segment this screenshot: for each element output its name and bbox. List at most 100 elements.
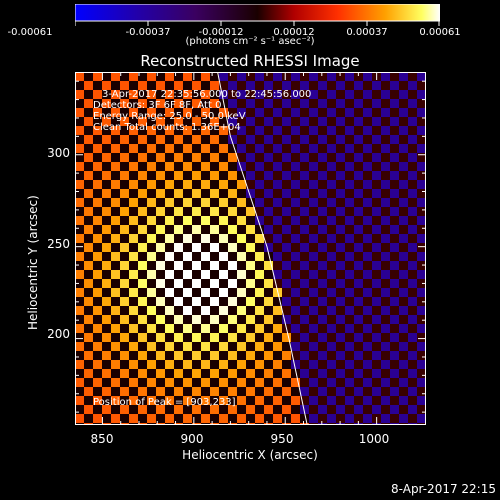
- heatmap-cell: [372, 369, 382, 379]
- heatmap-cell: [129, 279, 139, 289]
- heatmap-cell: [264, 180, 274, 190]
- heatmap-cell: [327, 117, 337, 127]
- heatmap-cell: [156, 369, 166, 379]
- heatmap-cell: [129, 306, 139, 316]
- heatmap-cell: [336, 90, 346, 100]
- heatmap-cell: [129, 243, 139, 253]
- heatmap-cell: [345, 414, 355, 424]
- heatmap-cell: [282, 81, 292, 91]
- heatmap-cell: [363, 261, 373, 271]
- heatmap-cell: [399, 171, 409, 181]
- heatmap-cell: [93, 378, 103, 388]
- heatmap-cell: [291, 162, 301, 172]
- heatmap-cell: [408, 189, 418, 199]
- heatmap-cell: [183, 270, 193, 280]
- heatmap-cell: [237, 180, 247, 190]
- heatmap-cell: [390, 342, 400, 352]
- heatmap-cell: [174, 342, 184, 352]
- heatmap-cell: [336, 378, 346, 388]
- heatmap-cell: [390, 351, 400, 361]
- heatmap-cell: [192, 108, 202, 118]
- heatmap-cell: [372, 171, 382, 181]
- heatmap-cell: [345, 279, 355, 289]
- heatmap-cell: [228, 252, 238, 262]
- heatmap-cell: [246, 234, 256, 244]
- heatmap-cell: [417, 333, 426, 343]
- heatmap-cell: [237, 315, 247, 325]
- heatmap-cell: [327, 315, 337, 325]
- heatmap-cell: [417, 279, 426, 289]
- heatmap-cell: [201, 306, 211, 316]
- heatmap-cell: [192, 90, 202, 100]
- heatmap-cell: [120, 360, 130, 370]
- heatmap-cell: [381, 144, 391, 154]
- heatmap-cell: [102, 81, 112, 91]
- heatmap-cell: [120, 297, 130, 307]
- heatmap-cell: [93, 225, 103, 235]
- heatmap-cell: [345, 378, 355, 388]
- heatmap-cell: [201, 81, 211, 91]
- heatmap-cell: [111, 216, 121, 226]
- heatmap-cell: [102, 171, 112, 181]
- heatmap-cell: [111, 306, 121, 316]
- heatmap-cell: [210, 405, 220, 415]
- heatmap-cell: [417, 81, 426, 91]
- heatmap-cell: [138, 171, 148, 181]
- heatmap-cell: [264, 72, 274, 82]
- heatmap-cell: [300, 81, 310, 91]
- heatmap-cell: [345, 306, 355, 316]
- heatmap-cell: [372, 378, 382, 388]
- heatmap-cell: [237, 90, 247, 100]
- heatmap-cell: [300, 126, 310, 136]
- heatmap-cell: [291, 261, 301, 271]
- heatmap-cell: [147, 234, 157, 244]
- heatmap-cell: [327, 378, 337, 388]
- heatmap-cell: [75, 360, 85, 370]
- heatmap-cell: [363, 207, 373, 217]
- heatmap-cell: [156, 306, 166, 316]
- heatmap-cell: [75, 396, 85, 406]
- heatmap-cell: [120, 288, 130, 298]
- heatmap-cell: [354, 216, 364, 226]
- heatmap-cell: [318, 261, 328, 271]
- heatmap-cell: [255, 108, 265, 118]
- heatmap-cell: [264, 306, 274, 316]
- heatmap-cell: [354, 315, 364, 325]
- heatmap-cell: [318, 198, 328, 208]
- heatmap-cell: [255, 216, 265, 226]
- heatmap-cell: [192, 351, 202, 361]
- heatmap-cell: [246, 414, 256, 424]
- heatmap-cell: [408, 324, 418, 334]
- heatmap-cell: [300, 144, 310, 154]
- x-tick-label: 900: [180, 432, 204, 446]
- heatmap-cell: [255, 369, 265, 379]
- heatmap-cell: [300, 270, 310, 280]
- heatmap-cell: [390, 90, 400, 100]
- heatmap-cell: [363, 378, 373, 388]
- heatmap-cell: [264, 225, 274, 235]
- heatmap-cell: [273, 378, 283, 388]
- heatmap-cell: [264, 108, 274, 118]
- heatmap-cell: [363, 108, 373, 118]
- heatmap-cell: [138, 135, 148, 145]
- heatmap-cell: [300, 72, 310, 82]
- heatmap-cell: [246, 261, 256, 271]
- heatmap-cell: [372, 315, 382, 325]
- heatmap-cell: [390, 360, 400, 370]
- heatmap-cell: [363, 297, 373, 307]
- heatmap-cell: [381, 270, 391, 280]
- heatmap-cell: [336, 252, 346, 262]
- heatmap-cell: [174, 405, 184, 415]
- heatmap-cell: [75, 378, 85, 388]
- heatmap-cell: [417, 117, 426, 127]
- heatmap-cell: [336, 144, 346, 154]
- heatmap-cell: [399, 108, 409, 118]
- heatmap-cell: [255, 261, 265, 271]
- heatmap-cell: [417, 360, 426, 370]
- heatmap-cell: [147, 288, 157, 298]
- heatmap-cell: [390, 108, 400, 118]
- heatmap-cell: [174, 261, 184, 271]
- heatmap-cell: [327, 288, 337, 298]
- heatmap-cell: [192, 396, 202, 406]
- heatmap-cell: [129, 369, 139, 379]
